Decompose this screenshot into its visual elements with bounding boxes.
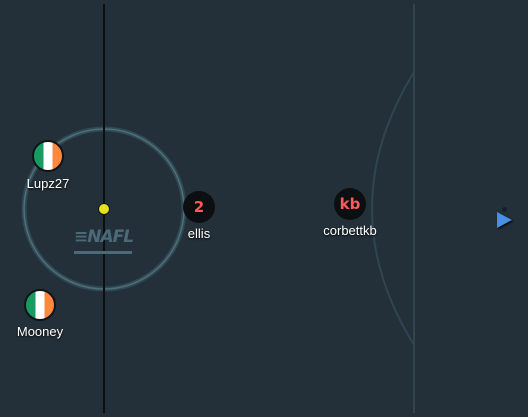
- ball-icon[interactable]: [98, 203, 110, 215]
- ireland-flag-avatar-mooney[interactable]: [24, 289, 56, 321]
- marker-dot: [502, 207, 507, 212]
- play-triangle-icon[interactable]: [497, 212, 512, 228]
- avatar-ellis[interactable]: 2: [183, 191, 215, 223]
- player-name-lupz27: Lupz27: [26, 176, 70, 191]
- player-name-mooney: Mooney: [16, 324, 64, 339]
- avatar-corbettkb[interactable]: kb: [334, 188, 366, 220]
- nafl-logo: ≡NAFL: [74, 229, 134, 254]
- player-name-ellis: ellis: [187, 226, 211, 241]
- player-name-corbettkb: corbettkb: [323, 223, 377, 238]
- ireland-flag-avatar-lupz27[interactable]: [32, 140, 64, 172]
- penalty-arc: [371, 71, 415, 346]
